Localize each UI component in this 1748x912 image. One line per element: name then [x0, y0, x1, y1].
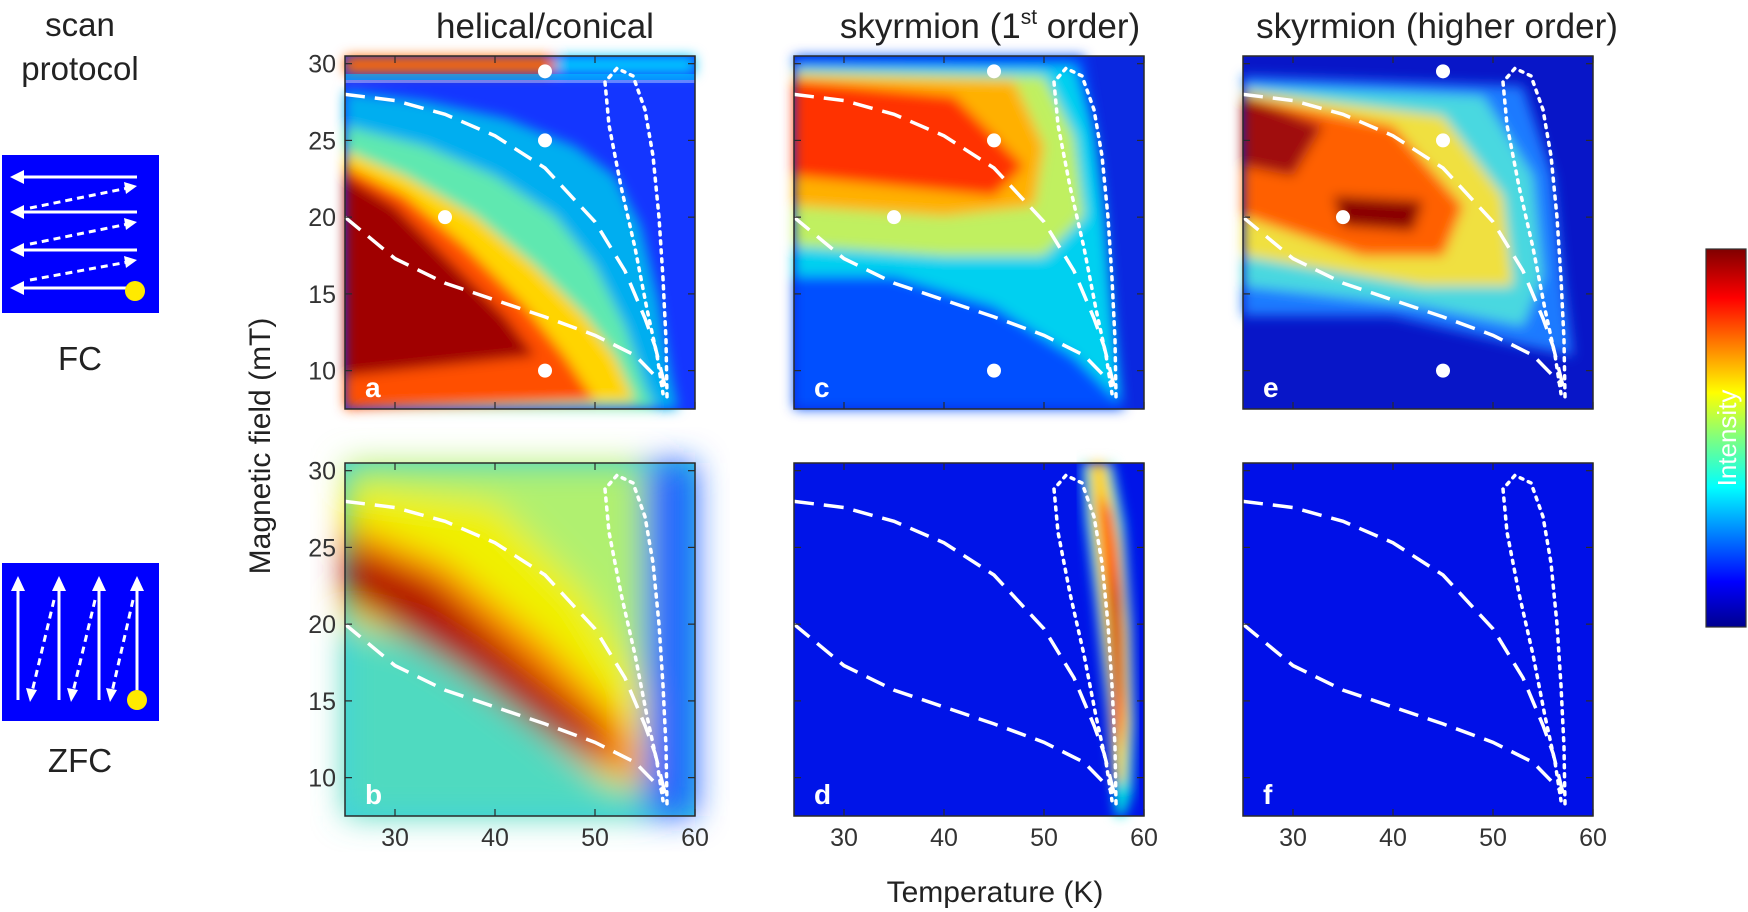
- x-axis-label: Temperature (K): [887, 876, 1104, 909]
- y-tick-label: 15: [308, 281, 336, 309]
- y-tick-label: 10: [308, 765, 336, 793]
- y-tick-label: 10: [308, 358, 336, 386]
- scan-point-marker: [538, 133, 552, 148]
- plot-frame: [344, 55, 696, 410]
- scan-point-marker: [887, 210, 901, 225]
- x-tick-label: 40: [1379, 824, 1407, 852]
- scan-point-marker: [1436, 133, 1450, 148]
- protocol-title-line1: scan: [45, 6, 115, 43]
- y-tick-label: 20: [308, 204, 336, 232]
- panel-label: a: [365, 372, 381, 403]
- x-tick-label: 40: [481, 824, 509, 852]
- x-tick-label: 30: [381, 824, 409, 852]
- y-tick-label: 20: [308, 611, 336, 639]
- scan-point-marker: [438, 210, 452, 225]
- upper-phase-boundary: [344, 499, 667, 794]
- skyrmion-pocket-boundary: [1501, 66, 1567, 399]
- panel-c: c: [792, 55, 1145, 410]
- lower-phase-boundary: [1241, 622, 1565, 795]
- column-title-skyrmion-first: skyrmion (1st order): [840, 6, 1140, 46]
- panel-d: d 30 40 50 60: [792, 462, 1158, 852]
- skyrmion-pocket-boundary: [603, 66, 669, 399]
- plot-frame: [793, 55, 1145, 410]
- x-tick-label: 50: [1030, 824, 1058, 852]
- column-title-skyrmion-higher: skyrmion (higher order): [1256, 7, 1618, 46]
- panel-label: e: [1263, 372, 1279, 403]
- panel-label: f: [1263, 779, 1273, 810]
- skyrmion-pocket-boundary: [1052, 66, 1118, 399]
- x-tick-label: 30: [830, 824, 858, 852]
- scan-point-marker: [538, 363, 552, 378]
- upper-phase-boundary: [344, 92, 667, 387]
- scan-point-marker: [987, 64, 1001, 79]
- panel-a: a 10 15 20 25 30: [308, 51, 696, 410]
- x-tick-label: 60: [1130, 824, 1158, 852]
- y-tick-label: 25: [308, 534, 336, 562]
- plot-frame: [344, 462, 696, 817]
- y-tick-label: 25: [308, 127, 336, 155]
- lower-phase-boundary: [1241, 215, 1565, 388]
- y-tick-label: 15: [308, 688, 336, 716]
- lower-phase-boundary: [792, 622, 1116, 795]
- scan-point-marker: [1436, 363, 1450, 378]
- panel-e: e: [1241, 55, 1594, 410]
- plot-frame: [793, 462, 1145, 817]
- x-tick-label: 50: [581, 824, 609, 852]
- panel-b: b 30 40 50 60 10 15 20 25 30: [308, 458, 709, 852]
- skyrmion-pocket-boundary: [1052, 473, 1118, 806]
- lower-phase-boundary: [343, 622, 667, 795]
- skyrmion-pocket-boundary: [1501, 473, 1567, 806]
- protocol-title-line2: protocol: [21, 50, 138, 87]
- y-tick-label: 30: [308, 458, 336, 486]
- fc-protocol-icon: [2, 155, 159, 313]
- colorbar: [1705, 248, 1747, 628]
- x-tick-label: 30: [1279, 824, 1307, 852]
- zfc-protocol-icon: [2, 563, 159, 721]
- x-tick-label: 60: [1579, 824, 1607, 852]
- y-tick-label: 30: [308, 51, 336, 79]
- x-tick-label: 50: [1479, 824, 1507, 852]
- colorbar-label: Intensity: [1712, 390, 1742, 487]
- lower-phase-boundary: [792, 215, 1116, 388]
- upper-phase-boundary: [1242, 499, 1565, 794]
- scan-point-marker: [987, 363, 1001, 378]
- skyrmion-pocket-boundary: [603, 473, 669, 806]
- upper-phase-boundary: [793, 92, 1116, 387]
- column-title-helical: helical/conical: [436, 7, 654, 46]
- x-tick-label: 40: [930, 824, 958, 852]
- scan-point-marker: [1336, 210, 1350, 225]
- lower-phase-boundary: [343, 215, 667, 388]
- scan-point-marker: [1436, 64, 1450, 79]
- upper-phase-boundary: [1242, 92, 1565, 387]
- protocol-fc-label: FC: [58, 340, 102, 377]
- panel-label: b: [365, 779, 382, 810]
- plot-frame: [1242, 462, 1594, 817]
- panel-f: f30 40 50 60: [1241, 462, 1607, 852]
- x-tick-label: 60: [681, 824, 709, 852]
- scan-point-marker: [987, 133, 1001, 148]
- panel-label: c: [814, 372, 830, 403]
- plot-frame: [1242, 55, 1594, 410]
- protocol-zfc-label: ZFC: [48, 742, 112, 779]
- y-axis-label: Magnetic field (mT): [244, 318, 277, 575]
- panel-label: d: [814, 779, 831, 810]
- upper-phase-boundary: [793, 499, 1116, 794]
- scan-point-marker: [538, 64, 552, 79]
